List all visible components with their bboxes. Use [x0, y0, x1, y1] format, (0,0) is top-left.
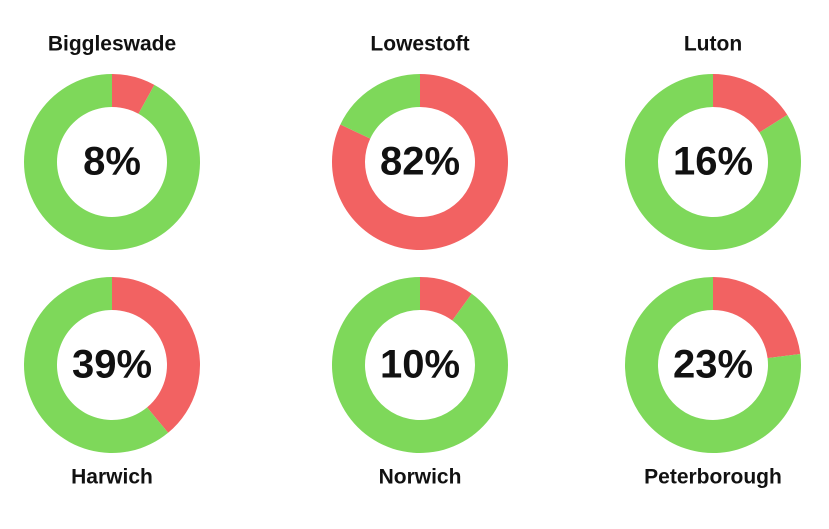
- value-label: 16%: [673, 140, 753, 184]
- chart-title: Biggleswade: [48, 33, 176, 56]
- value-label: 8%: [83, 140, 141, 184]
- donut-segment: [420, 277, 472, 321]
- donut-segment: [112, 74, 155, 114]
- donut-segment: [625, 276, 801, 453]
- donut-segment: [112, 277, 201, 433]
- value-label: 10%: [380, 343, 460, 387]
- donut-segment: [713, 277, 801, 359]
- chart-title: Norwich: [379, 466, 462, 489]
- chart-title: Peterborough: [644, 466, 782, 489]
- value-label: 39%: [72, 343, 152, 387]
- donut-segment: [713, 74, 788, 133]
- donut-segment: [23, 73, 200, 250]
- donut-segment: [331, 277, 508, 453]
- donut-segment: [625, 74, 801, 250]
- chart-title: Lowestoft: [370, 33, 469, 56]
- value-label: 82%: [380, 140, 460, 184]
- chart-title: Harwich: [71, 466, 153, 489]
- donut-segment: [332, 74, 509, 251]
- donut-segment: [23, 277, 169, 453]
- chart-title: Luton: [684, 33, 742, 56]
- value-label: 23%: [673, 343, 753, 387]
- donut-segment: [340, 74, 420, 139]
